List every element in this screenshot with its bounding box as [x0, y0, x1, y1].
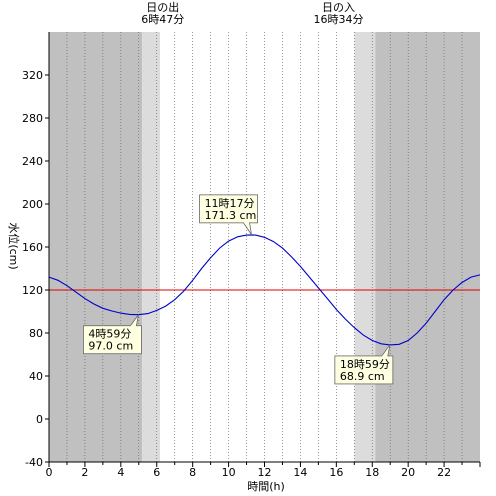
y-tick-label: 80 [29, 327, 43, 340]
sun-label-title: 日の入 [322, 1, 355, 14]
callout-box [334, 355, 394, 385]
twilight-region-morning [142, 32, 161, 462]
x-tick-label: 14 [293, 466, 307, 479]
night-region-morning [49, 32, 143, 462]
x-tick-label: 0 [46, 466, 53, 479]
y-tick-label: 280 [22, 112, 43, 125]
annotation-value: 68.9 cm [340, 370, 385, 383]
x-tick-label: 4 [117, 466, 124, 479]
y-tick-label: 40 [29, 370, 43, 383]
x-tick-label: 10 [222, 466, 236, 479]
x-tick-label: 20 [401, 466, 415, 479]
x-tick-label: 22 [437, 466, 451, 479]
annotation-value: 171.3 cm [205, 209, 257, 222]
y-tick-label: 200 [22, 198, 43, 211]
y-axis-label: 水位(cm) [7, 222, 21, 269]
callout-box [199, 194, 258, 224]
x-tick-label: 16 [329, 466, 343, 479]
sun-label-title: 日の出 [146, 0, 179, 14]
x-tick-label: 18 [365, 466, 379, 479]
y-tick-label: 240 [22, 155, 43, 168]
annotation-time: 18時59分 [340, 358, 390, 371]
x-tick-label: 2 [81, 466, 88, 479]
annotation-time: 11時17分 [205, 197, 255, 210]
x-tick-label: 8 [189, 466, 196, 479]
y-tick-label: -40 [25, 456, 43, 469]
y-tick-label: 120 [22, 284, 43, 297]
y-tick-label: 320 [22, 69, 43, 82]
y-tick-label: 0 [36, 413, 43, 426]
plot-background [49, 32, 480, 462]
x-axis-label: 時間(h) [247, 480, 285, 493]
night-region-evening [375, 32, 480, 462]
y-tick-label: 160 [22, 241, 43, 254]
series-group [48, 234, 481, 346]
twilight-region-evening [354, 32, 376, 462]
annotation-value: 97.0 cm [88, 340, 133, 353]
x-tick-label: 12 [258, 466, 272, 479]
tide-series-line [48, 234, 481, 346]
x-tick-label: 6 [153, 466, 160, 479]
callout-box [83, 325, 142, 355]
sun-label-time: 6時47分 [141, 13, 184, 26]
annotation-time: 4時59分 [88, 328, 131, 341]
sun-label-time: 16時34分 [314, 13, 364, 26]
